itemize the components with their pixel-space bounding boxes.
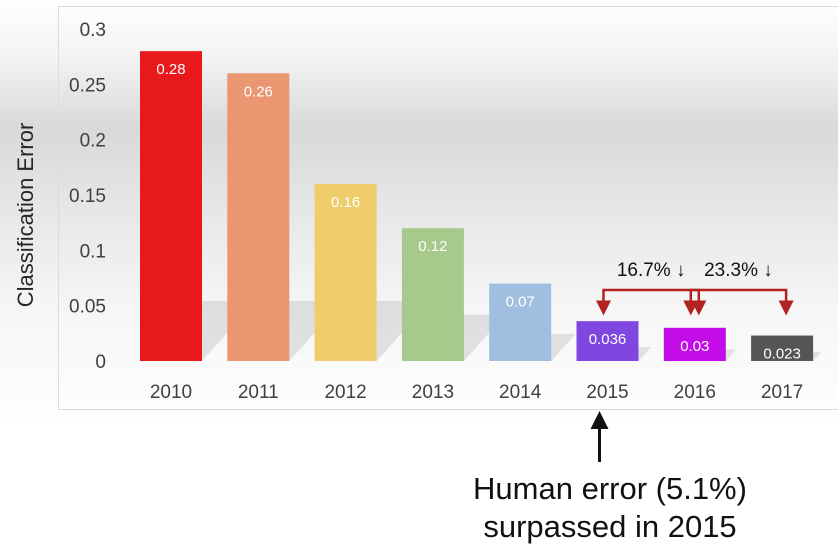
bar-label-2016: 0.03 <box>680 338 709 355</box>
bar-label-2014: 0.07 <box>506 294 535 311</box>
y-axis-title: Classification Error <box>13 123 38 308</box>
bar-2012 <box>314 183 377 361</box>
y-tick-label-2: 0.1 <box>80 241 106 262</box>
plot-frame <box>58 6 838 410</box>
x-tick-label-2015: 2015 <box>586 382 628 403</box>
bar-2011 <box>227 73 290 362</box>
x-tick-label-2013: 2013 <box>412 382 454 403</box>
x-tick-label-2016: 2016 <box>674 382 716 403</box>
y-tick-label-4: 0.2 <box>80 131 106 152</box>
bar-label-2015: 0.036 <box>589 331 627 348</box>
x-tick-label-2012: 2012 <box>324 382 366 403</box>
bar-2015 <box>576 321 639 361</box>
x-tick-label-2014: 2014 <box>499 382 542 403</box>
y-tick-label-6: 0.3 <box>80 20 106 41</box>
bar-label-2017: 0.023 <box>763 346 801 363</box>
y-tick-label-5: 0.25 <box>69 75 106 96</box>
decrease-bracket-2015-2016 <box>596 288 707 316</box>
decrease-label-2016-2017: 23.3% ↓ <box>704 260 773 281</box>
bar-2016 <box>663 327 726 361</box>
human-error-note-line-1: Human error (5.1%) <box>473 471 747 506</box>
bar-2013 <box>401 228 464 361</box>
decrease-label-2015-2016: 16.7% ↓ <box>617 260 686 281</box>
human-error-note: Human error (5.1%) surpassed in 2015 <box>420 470 800 546</box>
bar-label-2012: 0.16 <box>331 194 360 211</box>
bar-2017 <box>751 335 814 361</box>
human-error-note-line-2: surpassed in 2015 <box>483 509 737 544</box>
bar-2010 <box>140 51 202 362</box>
bar-label-2011: 0.26 <box>244 83 273 100</box>
x-tick-label-2011: 2011 <box>238 382 279 403</box>
y-tick-label-1: 0.05 <box>69 297 106 318</box>
bar-2014 <box>489 283 552 361</box>
bar-label-2013: 0.12 <box>418 238 447 255</box>
y-tick-label-3: 0.15 <box>69 186 106 207</box>
x-tick-label-2010: 2010 <box>150 382 192 403</box>
bar-label-2010: 0.28 <box>156 61 185 78</box>
x-tick-label-2017: 2017 <box>761 382 803 403</box>
y-tick-label-0: 0 <box>95 352 106 373</box>
decrease-bracket-2016-2017 <box>683 288 794 316</box>
